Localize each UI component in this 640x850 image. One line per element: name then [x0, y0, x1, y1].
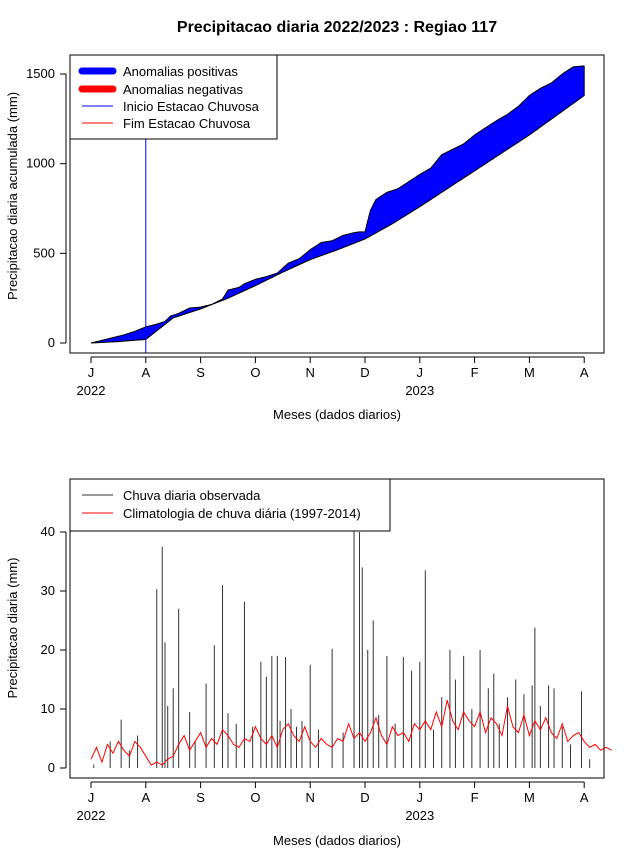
x-tick-label: M [524, 790, 535, 805]
accumulated-y-label: Precipitacao diaria acumulada (mm) [5, 92, 20, 300]
y-tick-label: 0 [48, 760, 55, 775]
daily-y-axis: 0 10 20 30 40 [41, 524, 67, 775]
x-tick-label: O [250, 365, 260, 380]
legend-label-end: Fim Estacao Chuvosa [123, 116, 251, 131]
y-tick-label: 0 [48, 335, 55, 350]
daily-climatology [90, 700, 612, 766]
y-tick-label: 1000 [26, 156, 55, 171]
legend-label-start: Inicio Estacao Chuvosa [123, 99, 260, 114]
daily-legend-box [69, 478, 391, 532]
climatology-daily-line [90, 700, 612, 766]
x-year-label: 2023 [405, 383, 434, 398]
daily-legend: Chuva diaria observada Climatologia de c… [69, 478, 391, 532]
accumulated-x-label: Meses (dados diarios) [273, 407, 401, 422]
y-tick-label: 500 [33, 245, 55, 260]
accumulated-plot-frame [69, 54, 605, 354]
x-tick-label: D [360, 365, 369, 380]
x-tick-label: N [306, 790, 315, 805]
y-tick-label: 40 [41, 524, 55, 539]
x-tick-label: O [250, 790, 260, 805]
x-year-label: 2022 [77, 808, 106, 823]
x-tick-label: M [524, 365, 535, 380]
x-tick-label: F [471, 790, 479, 805]
legend-label-positive: Anomalias positivas [123, 64, 238, 79]
x-tick-label: S [196, 790, 205, 805]
observed-accumulated-line [90, 65, 585, 344]
y-tick-label: 30 [41, 583, 55, 598]
x-tick-label: A [580, 790, 589, 805]
legend-label-negative: Anomalias negativas [123, 82, 243, 97]
x-tick-label: A [580, 365, 589, 380]
x-year-label: 2023 [405, 808, 434, 823]
x-tick-label: F [471, 365, 479, 380]
legend-label-observed: Chuva diaria observada [123, 488, 261, 503]
accumulated-chart: 0 500 1000 1500 J A S O N D J F M A 2022 2023 Precipit… [5, 54, 605, 422]
daily-bars [93, 490, 591, 768]
x-tick-label: A [141, 790, 150, 805]
climatology-accumulated-line [90, 95, 585, 344]
y-tick-label: 1500 [26, 66, 55, 81]
x-tick-label: D [360, 790, 369, 805]
daily-x-label: Meses (dados diarios) [273, 833, 401, 848]
accumulated-legend: Anomalias positivas Anomalias negativas … [69, 54, 278, 140]
chart-title: Precipitacao diaria 2022/2023 : Regiao 1… [177, 19, 497, 36]
accumulated-y-axis: 0 500 1000 1500 [26, 66, 67, 350]
x-tick-label: J [417, 790, 424, 805]
y-tick-label: 10 [41, 701, 55, 716]
accumulated-x-axis: J A S O N D J F M A 2022 2023 [77, 356, 589, 398]
daily-x-axis: J A S O N D J F M A 2022 2023 [77, 781, 589, 823]
x-year-label: 2022 [77, 383, 106, 398]
daily-chart: 0 10 20 30 40 J A S O N D J F M A 2022 2023 Precipitaca… [5, 478, 612, 848]
x-tick-label: J [417, 365, 424, 380]
x-tick-label: J [88, 790, 95, 805]
x-tick-label: J [88, 365, 95, 380]
x-tick-label: N [306, 365, 315, 380]
daily-y-label: Precipitacao diaria (mm) [5, 558, 20, 699]
legend-label-climatology: Climatologia de chuva diária (1997-2014) [123, 506, 361, 521]
y-tick-label: 20 [41, 642, 55, 657]
x-tick-label: A [141, 365, 150, 380]
x-tick-label: S [196, 365, 205, 380]
